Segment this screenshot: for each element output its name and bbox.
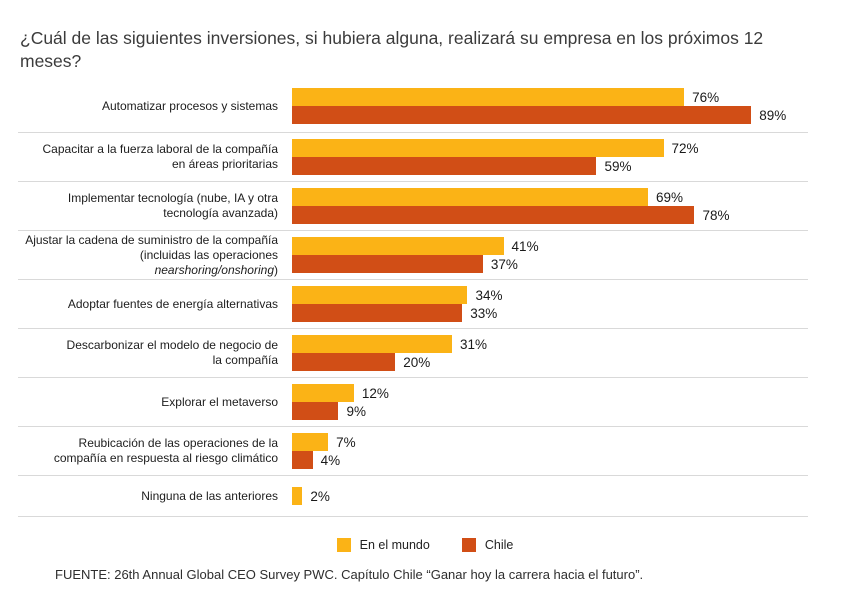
bar-en-el-mundo [292,188,649,207]
chart-row: Adoptar fuentes de energía alternativas … [18,280,808,330]
bar-group: 34% 33% [292,286,503,323]
category-label: Adoptar fuentes de energía alternativas [67,296,278,311]
bar-en-el-mundo [292,139,664,158]
chart-legend: En el mundo Chile [0,538,850,553]
value-label-chile: 9% [346,403,366,419]
value-label-chile: 59% [604,158,632,174]
category-label: Automatizar procesos y sistemas [101,98,278,113]
value-label-chile: 20% [403,354,431,370]
bar-en-el-mundo [292,433,329,452]
bar-line-en-el-mundo: 34% [292,286,503,305]
bar-line-chile: 37% [292,255,539,274]
value-label-en-el-mundo: 34% [475,287,503,303]
bar-chile [292,106,752,125]
value-label-en-el-mundo: 7% [336,434,356,450]
legend-label: Chile [484,538,514,553]
bar-en-el-mundo [292,286,468,305]
bar-group: 41% 37% [292,237,539,274]
bar-line-chile: 59% [292,157,699,176]
legend-item: En el mundo [336,538,430,553]
value-label-en-el-mundo: 31% [459,336,487,352]
bar-line-chile: 33% [292,304,502,323]
chart-row: Explorar el metaverso 12% 9% [18,378,808,428]
legend-swatch-icon [461,538,476,553]
bar-line-en-el-mundo: 76% [292,88,786,107]
source-note: FUENTE: 26th Annual Global CEO Survey PW… [55,567,644,583]
bar-line-en-el-mundo: 2% [292,487,330,506]
value-label-chile: 4% [320,452,341,468]
bar-line-chile: 20% [292,353,487,372]
bar-chile [292,304,463,323]
legend-swatch-icon [336,538,351,553]
chart-row: Ninguna de las anteriores 2% [18,476,808,518]
value-label-en-el-mundo: 2% [310,488,330,504]
bar-chile [292,353,396,372]
bar-en-el-mundo [292,237,504,256]
bar-chile [292,451,313,470]
bar-group: 69% 78% [292,188,730,225]
category-label: Implementar tecnología (nube, IA y otra t… [67,191,278,221]
value-label-chile: 78% [702,207,730,223]
bar-line-chile: 89% [292,106,787,125]
bar-chile [292,255,483,274]
bar-en-el-mundo [292,384,354,403]
category-label: Explorar el metaverso [161,394,278,409]
chart-row: Automatizar procesos y sistemas 76% 89% [18,80,808,134]
category-label: Ninguna de las anteriores [141,488,278,503]
bar-group: 72% 59% [292,139,699,176]
bar-line-en-el-mundo: 7% [292,433,356,452]
value-label-chile: 37% [490,256,518,272]
bar-en-el-mundo [292,88,685,107]
bar-line-en-el-mundo: 41% [292,237,539,256]
chart-row: Reubicación de las operaciones de la comp… [18,427,808,477]
bar-group: 76% 89% [292,88,787,125]
bar-line-chile: 9% [292,402,389,421]
bar-chile [292,157,597,176]
bar-group: 7% 4% [292,433,356,470]
legend-label: En el mundo [359,538,430,553]
bar-line-chile: 4% [292,451,356,470]
legend-item: Chile [461,538,514,553]
category-label: Ajustar la cadena de suministro de la co… [25,232,278,277]
chart-row: Ajustar la cadena de suministro de la co… [18,231,808,281]
bar-line-en-el-mundo: 31% [292,335,487,354]
bar-en-el-mundo [292,335,452,354]
value-label-en-el-mundo: 72% [671,140,699,156]
bar-group: 2% [292,487,330,506]
bar-group: 31% 20% [292,335,487,372]
category-label: Capacitar a la fuerza laboral de la comp… [42,142,278,172]
value-label-en-el-mundo: 12% [361,385,389,401]
bar-chile [292,206,695,225]
bar-line-en-el-mundo: 69% [292,188,730,207]
value-label-en-el-mundo: 41% [511,238,539,254]
value-label-en-el-mundo: 76% [692,89,720,105]
value-label-chile: 33% [470,305,498,321]
bar-line-chile: 78% [292,206,730,225]
category-label: Descarbonizar el modelo de negocio de la … [66,338,278,368]
category-label: Reubicación de las operaciones de la comp… [53,436,278,466]
bar-group: 12% 9% [292,384,389,421]
bar-line-en-el-mundo: 72% [292,139,699,158]
value-label-chile: 89% [759,107,787,123]
chart-row: Descarbonizar el modelo de negocio de la … [18,329,808,379]
bar-chart: Automatizar procesos y sistemas 76% 89% … [18,80,808,518]
chart-row: Capacitar a la fuerza laboral de la comp… [18,133,808,183]
bar-en-el-mundo [292,487,303,506]
chart-title: ¿Cuál de las siguientes inversiones, si … [20,28,764,72]
chart-row: Implementar tecnología (nube, IA y otra t… [18,182,808,232]
value-label-en-el-mundo: 69% [656,189,684,205]
bar-line-en-el-mundo: 12% [292,384,389,403]
bar-chile [292,402,339,421]
